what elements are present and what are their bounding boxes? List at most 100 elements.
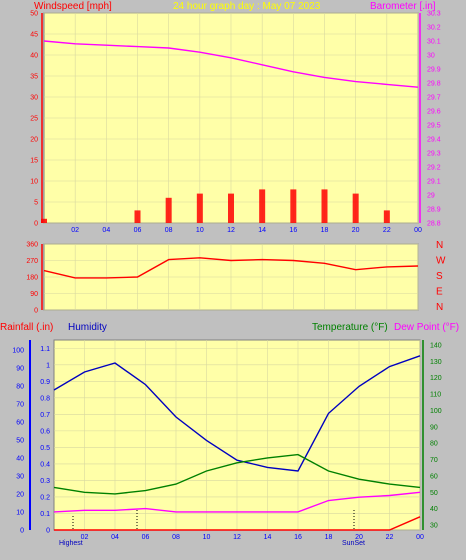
windspeed-axis-ticks: 0 5 10 15 20 25 30 35 40 45 50	[30, 11, 43, 228]
windspeed-tick-label: 35	[30, 74, 38, 81]
temperature-tick-label: 140	[430, 343, 442, 350]
humidity-tick-label: 90	[16, 366, 24, 373]
windspeed-bar	[321, 189, 328, 223]
rain-tick-label: 1.1	[40, 346, 50, 353]
temperature-axis-label: Temperature (°F)	[312, 322, 388, 333]
humidity-tick-label: 70	[16, 402, 24, 409]
humidity-tick-label: 80	[16, 384, 24, 391]
rain-tick-label: 0.4	[40, 461, 50, 468]
x-tick-label: 08	[172, 534, 180, 541]
x-tick-label: 08	[165, 227, 173, 234]
humidity-tick-label: 100	[12, 348, 24, 355]
x-tick-label: 18	[325, 534, 333, 541]
humidity-tick-label: 0	[20, 528, 24, 535]
windspeed-tick-label: 10	[30, 179, 38, 186]
direction-tick-label: 0	[34, 308, 38, 315]
x-tick-label: 06	[134, 227, 142, 234]
x-tick-label: 00	[416, 534, 424, 541]
x-axis-ticks: 02 02 04 04 06 06 08 08 10 10 12 12 14 14 16 16 18 18 20 20…	[71, 227, 424, 541]
humidity-tick-label: 50	[16, 438, 24, 445]
windspeed-tick-label: 0	[34, 221, 38, 228]
barometer-tick-label: 29	[427, 193, 435, 200]
compass-label: W	[436, 256, 446, 267]
dewpoint-line	[53, 491, 421, 513]
windspeed-tick-label: 25	[30, 116, 38, 123]
temperature-tick-label: 100	[430, 408, 442, 415]
windspeed-tick-label: 5	[34, 200, 38, 207]
humidity-tick-label: 20	[16, 492, 24, 499]
temperature-line	[53, 453, 421, 495]
windspeed-tick-label: 50	[30, 11, 38, 18]
barometer-tick-label: 29.9	[427, 67, 441, 74]
humidity-tick-label: 40	[16, 456, 24, 463]
barometer-axis-ticks: 28.8 28.9 29 29.1 29.2 29.3 29.4 29.5 29.6 29.7 29…	[419, 11, 441, 228]
windspeed-bar	[41, 218, 47, 223]
x-tick-label: 00	[414, 227, 422, 234]
x-tick-label: 20	[355, 534, 363, 541]
windspeed-tick-label: 15	[30, 158, 38, 165]
temperature-tick-label: 30	[430, 523, 438, 530]
temperature-axis-ticks: 30 40 50 60 70 80 90 100 110 120 130 140	[422, 340, 442, 530]
barometer-tick-label: 29.4	[427, 137, 441, 144]
rain-tick-label: 0.8	[40, 395, 50, 402]
rain-tick-label: 1	[46, 362, 50, 369]
highest-marker-label: Highest	[59, 540, 83, 547]
windspeed-bar	[134, 210, 141, 223]
x-tick-label: 10	[196, 227, 204, 234]
x-tick-label: 22	[383, 227, 391, 234]
x-tick-label: 16	[294, 534, 302, 541]
temperature-tick-label: 50	[430, 490, 438, 497]
sunset-marker-label: SunSet	[342, 540, 365, 547]
windspeed-tick-label: 45	[30, 32, 38, 39]
barometer-tick-label: 30.2	[427, 25, 441, 32]
x-tick-label: 02	[71, 227, 79, 234]
windspeed-bar	[383, 210, 390, 223]
x-tick-label: 06	[142, 534, 150, 541]
direction-tick-label: 360	[26, 242, 38, 249]
windspeed-tick-label: 40	[30, 53, 38, 60]
barometer-tick-label: 29.5	[427, 123, 441, 130]
temperature-tick-label: 110	[430, 392, 441, 399]
humidity-tick-label: 60	[16, 420, 24, 427]
rain-tick-label: 0.9	[40, 379, 50, 386]
x-tick-label: 20	[352, 227, 360, 234]
x-tick-label: 14	[264, 534, 272, 541]
x-tick-label: 12	[233, 534, 241, 541]
x-tick-label: 02	[81, 534, 89, 541]
windspeed-bar	[290, 189, 297, 223]
humidity-line	[53, 355, 421, 472]
x-tick-label: 18	[321, 227, 329, 234]
temperature-tick-label: 70	[430, 457, 438, 464]
windspeed-bar	[165, 197, 172, 223]
barometer-axis-label: Barometer [.in]	[370, 1, 436, 12]
temperature-tick-label: 80	[430, 441, 438, 448]
wind-direction-line	[43, 257, 419, 279]
windspeed-bars	[41, 189, 390, 223]
rain-tick-label: 0.6	[40, 428, 50, 435]
graph-title: 24 hour graph day : May 07 2023	[173, 1, 321, 12]
x-tick-label: 14	[258, 227, 266, 234]
humidity-tick-label: 30	[16, 474, 24, 481]
barometer-tick-label: 29.2	[427, 165, 441, 172]
barometer-tick-label: 29.3	[427, 151, 441, 158]
x-tick-label: 12	[227, 227, 235, 234]
compass-label: E	[436, 287, 443, 298]
direction-tick-label: 270	[26, 258, 38, 265]
barometer-tick-label: 29.7	[427, 95, 441, 102]
x-tick-label: 04	[102, 227, 110, 234]
barometer-tick-label: 29.8	[427, 81, 441, 88]
dewpoint-axis-label: Dew Point (°F)	[394, 322, 459, 333]
temperature-tick-label: 90	[430, 424, 438, 431]
temperature-tick-label: 60	[430, 473, 438, 480]
temperature-tick-label: 40	[430, 506, 438, 513]
x-tick-label: 10	[203, 534, 211, 541]
rain-tick-label: 0	[46, 528, 50, 535]
barometer-tick-label: 29.6	[427, 109, 441, 116]
direction-tick-label: 180	[26, 275, 38, 282]
rain-tick-label: 0.5	[40, 445, 50, 452]
barometer-line	[43, 40, 419, 88]
barometer-tick-label: 29.1	[427, 179, 441, 186]
